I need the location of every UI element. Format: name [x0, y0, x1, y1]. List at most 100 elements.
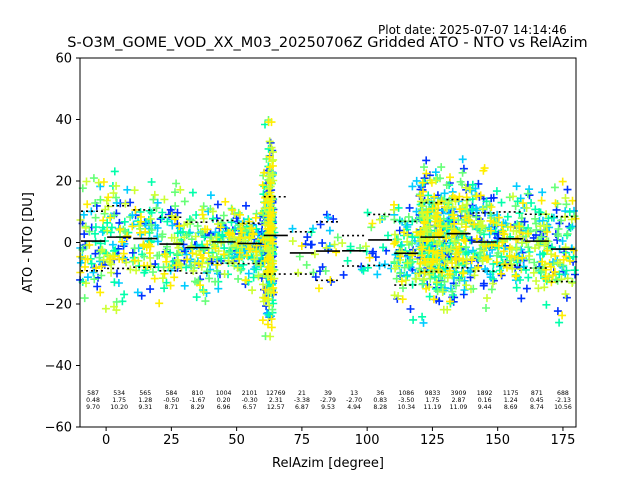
bin-std-label: 8.29 [191, 404, 205, 411]
bin-mean-label: -0.30 [242, 397, 258, 404]
bin-mean-label: 0.20 [217, 397, 231, 404]
x-tick-label: 100 [355, 433, 380, 448]
bin-std-label: 9.70 [86, 404, 100, 411]
scatter-point-group [467, 164, 501, 272]
bin-n-label: 39 [324, 390, 332, 397]
scatter-point-group [155, 215, 184, 308]
scatter-point-group [297, 242, 306, 250]
bin-n-label: 587 [87, 390, 99, 397]
scatter-point-group [315, 248, 341, 293]
y-tick-label: −60 [45, 421, 72, 436]
y-axis-label: ATO - NTO [DU] [21, 192, 36, 293]
bin-n-label: 871 [531, 390, 543, 397]
bin-n-label: 1004 [216, 390, 232, 397]
bin-n-label: 1086 [398, 390, 414, 397]
scatter-point-group [494, 199, 527, 281]
bin-std-label: 4.94 [347, 404, 361, 411]
bin-std-label: 10.34 [397, 404, 415, 411]
bin-mean-label: 2.87 [452, 397, 466, 404]
bin-mean-label: -3.50 [398, 397, 414, 404]
bin-std-label: 11.09 [450, 404, 468, 411]
bin-std-label: 12.57 [267, 404, 285, 411]
bin-n-label: 3909 [451, 390, 467, 397]
bin-std-label: 8.74 [530, 404, 544, 411]
bin-mean-label: 1.28 [138, 397, 152, 404]
scatter-point-group [324, 213, 334, 251]
y-tick-label: −40 [45, 359, 72, 374]
x-tick-label: 175 [551, 433, 576, 448]
chart-title: S-O3M_GOME_VOD_XX_M03_20250706Z Gridded … [67, 35, 588, 51]
bin-std-label: 9.31 [138, 404, 152, 411]
scatter-point-group [416, 169, 450, 304]
scatter-point-group [258, 118, 278, 332]
bin-std-label: 11.19 [424, 404, 442, 411]
bin-mean-label: -2.13 [555, 397, 571, 404]
bin-n-label: 565 [139, 390, 151, 397]
bin-n-label: 584 [165, 390, 177, 397]
scatter-point-group [128, 205, 159, 283]
scatter-point-group [301, 233, 316, 249]
scatter-point-group [549, 183, 579, 286]
bin-std-label: 6.87 [295, 404, 309, 411]
scatter-point-group [343, 242, 371, 275]
y-tick-label: 0 [64, 236, 72, 251]
x-tick-label: 0 [102, 433, 110, 448]
bin-mean-label: 1.75 [426, 397, 440, 404]
bin-n-label: 13 [350, 390, 358, 397]
scatter-point-group [365, 219, 377, 262]
bin-mean-label: 2.31 [269, 397, 283, 404]
bin-mean-label: 0.83 [373, 397, 387, 404]
plot-date: Plot date: 2025-07-07 14:14:46 [378, 23, 567, 37]
scatter-point-group [321, 233, 342, 275]
bin-statistics-layer [81, 195, 575, 286]
bin-mean-label: 1.75 [112, 397, 126, 404]
bin-n-label: 12769 [266, 390, 286, 397]
bin-mean-label: -2.70 [346, 397, 362, 404]
scatter-point-group [295, 252, 318, 277]
bin-mean-label: 1.24 [504, 397, 518, 404]
y-tick-label: 40 [55, 113, 72, 128]
x-tick-label: 125 [420, 433, 445, 448]
bin-n-label: 810 [192, 390, 204, 397]
x-tick-label: 25 [163, 433, 180, 448]
bin-mean-label: 0.48 [86, 397, 100, 404]
bin-n-label: 21 [298, 390, 306, 397]
scatter-point-group [338, 239, 370, 251]
scatter-point-group [211, 197, 237, 269]
bin-labels-layer: 5870.489.705341.7510.205651.289.31584-0.… [86, 390, 572, 411]
bin-std-label: 8.69 [504, 404, 518, 411]
y-tick-label: −20 [45, 298, 72, 313]
scatter-point-group [547, 194, 577, 299]
scatter-point-group [375, 215, 384, 224]
bin-n-label: 534 [113, 390, 125, 397]
bin-n-label: 36 [376, 390, 384, 397]
x-tick-label: 50 [228, 433, 245, 448]
bin-std-label: 10.56 [554, 404, 572, 411]
scatter-point-group [322, 240, 339, 252]
x-tick-label: 150 [485, 433, 510, 448]
scatter-point-group [367, 212, 389, 232]
y-tick-label: 20 [55, 175, 72, 190]
bin-n-label: 2101 [242, 390, 258, 397]
bin-std-label: 8.28 [373, 404, 387, 411]
bin-std-label: 6.96 [217, 404, 231, 411]
scatter-points-layer [76, 116, 580, 341]
bin-std-label: 8.71 [164, 404, 178, 411]
scatter-point-group [288, 224, 317, 233]
bin-mean-label: -3.38 [294, 397, 310, 404]
bin-mean-label: -2.79 [320, 397, 336, 404]
scatter-point-group [363, 208, 392, 272]
axes: 0 25 50 75 100 125 150 175 −60 −40 −20 0 20 40 60 RelAz… [21, 52, 577, 471]
bin-n-label: 1892 [477, 390, 493, 397]
bin-n-label: 1175 [503, 390, 519, 397]
x-tick-label: 75 [294, 433, 311, 448]
scatter-point-group [524, 196, 554, 283]
bin-std-label: 10.20 [110, 404, 128, 411]
bin-std-label: 6.57 [243, 404, 257, 411]
scatter-point-group [288, 237, 319, 277]
bin-mean-label: -0.50 [163, 397, 179, 404]
scatter-point-group [104, 193, 132, 264]
y-tick-label: 60 [55, 52, 72, 67]
x-axis-label: RelAzim [degree] [272, 456, 384, 471]
